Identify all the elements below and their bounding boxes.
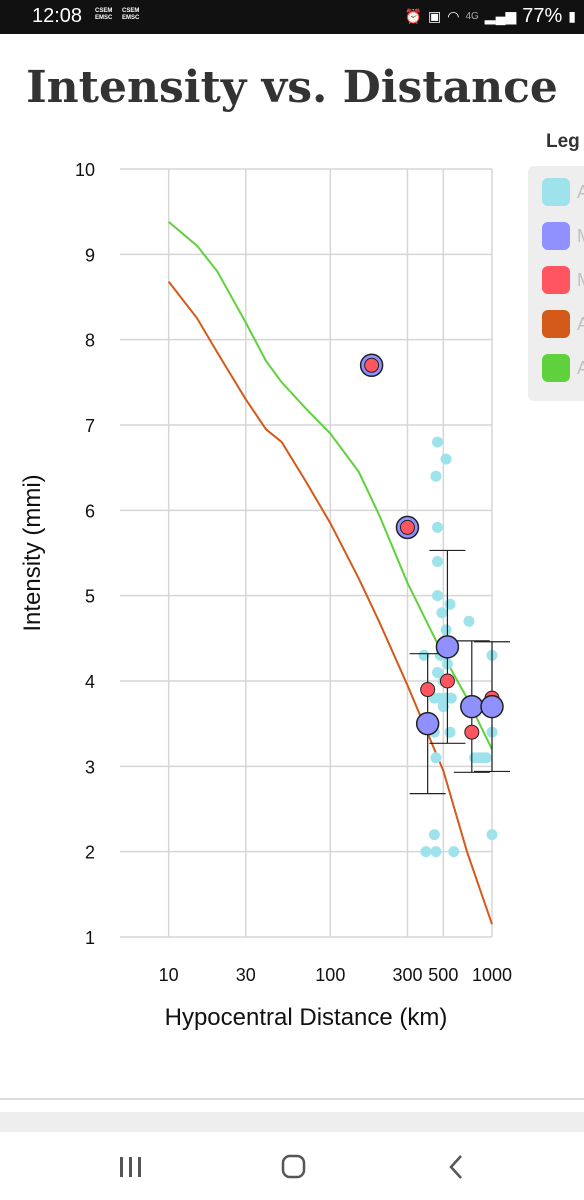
x-tick-label: 30 [236,965,256,985]
x-tick-label: 1000 [472,965,512,985]
legend-item: A [542,310,584,338]
data-point [430,470,442,482]
data-point [444,726,456,738]
y-tick-label: 9 [85,245,95,265]
x-tick-label: 10 [159,965,179,985]
data-point [463,615,475,627]
alarm-icon: ⏰ [404,8,422,24]
carrier-label-2: CSEM EMSC [122,8,139,22]
data-point [444,598,456,610]
carrier-top-2: CSEM [122,8,140,14]
home-icon[interactable] [273,1152,313,1182]
data-point [418,649,430,661]
bottom-strip [0,1112,584,1132]
back-icon[interactable] [437,1152,477,1182]
data-point [440,453,452,465]
legend-title: Leg [546,131,580,152]
legend-swatch [542,266,570,294]
y-tick-label: 7 [85,416,95,436]
chart-title: Intensity vs. Distance [26,62,558,113]
mean-point [480,694,504,719]
legend-swatch [542,178,570,206]
legend-label: M [577,270,584,291]
data-point [430,846,442,858]
legend-swatch [542,310,570,338]
data-point [448,846,460,858]
data-point [431,556,443,568]
status-time: 12:08 [32,5,83,27]
legend-label: A [577,314,584,334]
signal-icon: ▂▄▆ [484,8,517,24]
mean-point [435,635,460,659]
wifi-icon: ◠ [447,8,460,24]
recent-apps-icon[interactable] [110,1152,150,1182]
legend-swatch [542,354,570,382]
battery-icon: ▮ [568,8,576,24]
legend-label: A [577,182,584,202]
y-tick-label: 1 [85,928,95,948]
status-bar: 12:08 CSEM EMSC CSEM EMSC ⏰ ▣ ◠ 4G ▂▄▆ 7… [0,0,584,34]
battery-percent: 77% [522,5,563,27]
carrier-bottom-2: EMSC [122,15,140,21]
data-point [480,752,492,764]
data-point [428,829,440,841]
navigation-bar [0,1132,584,1200]
legend-item: M [542,222,584,250]
data-point [445,692,457,704]
outlined-point [364,357,380,373]
divider [0,1098,584,1100]
data-point [440,624,452,636]
red-point [439,673,455,689]
y-tick-label: 8 [85,331,95,351]
y-tick-label: 10 [75,160,95,180]
legend-label: A [577,358,584,378]
legend-swatch [542,222,570,250]
y-axis-label: Intensity (mmi) [19,474,46,631]
x-tick-label: 100 [315,965,345,985]
y-tick-label: 6 [85,501,95,521]
y-tick-label: 5 [85,587,95,607]
mean-point [415,711,440,736]
legend-item: A [542,354,584,382]
red-point [420,682,436,698]
x-tick-label: 500 [428,965,458,985]
data-point [431,666,443,678]
data-point [420,846,432,858]
data-point [431,521,443,533]
data-point [437,701,449,713]
data-point [431,436,443,448]
x-axis-label: Hypocentral Distance (km) [165,1004,448,1031]
carrier-top: CSEM [95,8,113,14]
carrier-bottom: EMSC [95,15,113,21]
legend-item: A [542,178,584,206]
data-point [436,607,448,619]
data-point [486,829,498,841]
y-tick-label: 4 [85,672,95,692]
status-icons: ⏰ ▣ ◠ 4G ▂▄▆ 77% ▮ [405,5,576,28]
carrier-label: CSEM EMSC [95,8,112,22]
network-type: 4G [465,11,479,22]
legend-label: M [577,226,584,247]
x-tick-label: 300 [392,965,422,985]
red-point [464,724,480,740]
chart-canvas: 1 2 3 4 5 6 7 8 9 10 10 30 100 300 500 1000 Hypocentral … [19,160,512,1031]
outlined-point [399,519,415,535]
data-point [430,752,442,764]
mean-point [460,694,484,719]
y-tick-label: 3 [85,757,95,777]
legend-item: M [542,266,584,294]
screenshot-icon: ▣ [428,8,442,24]
y-tick-label: 2 [85,843,95,863]
data-point [431,590,443,602]
